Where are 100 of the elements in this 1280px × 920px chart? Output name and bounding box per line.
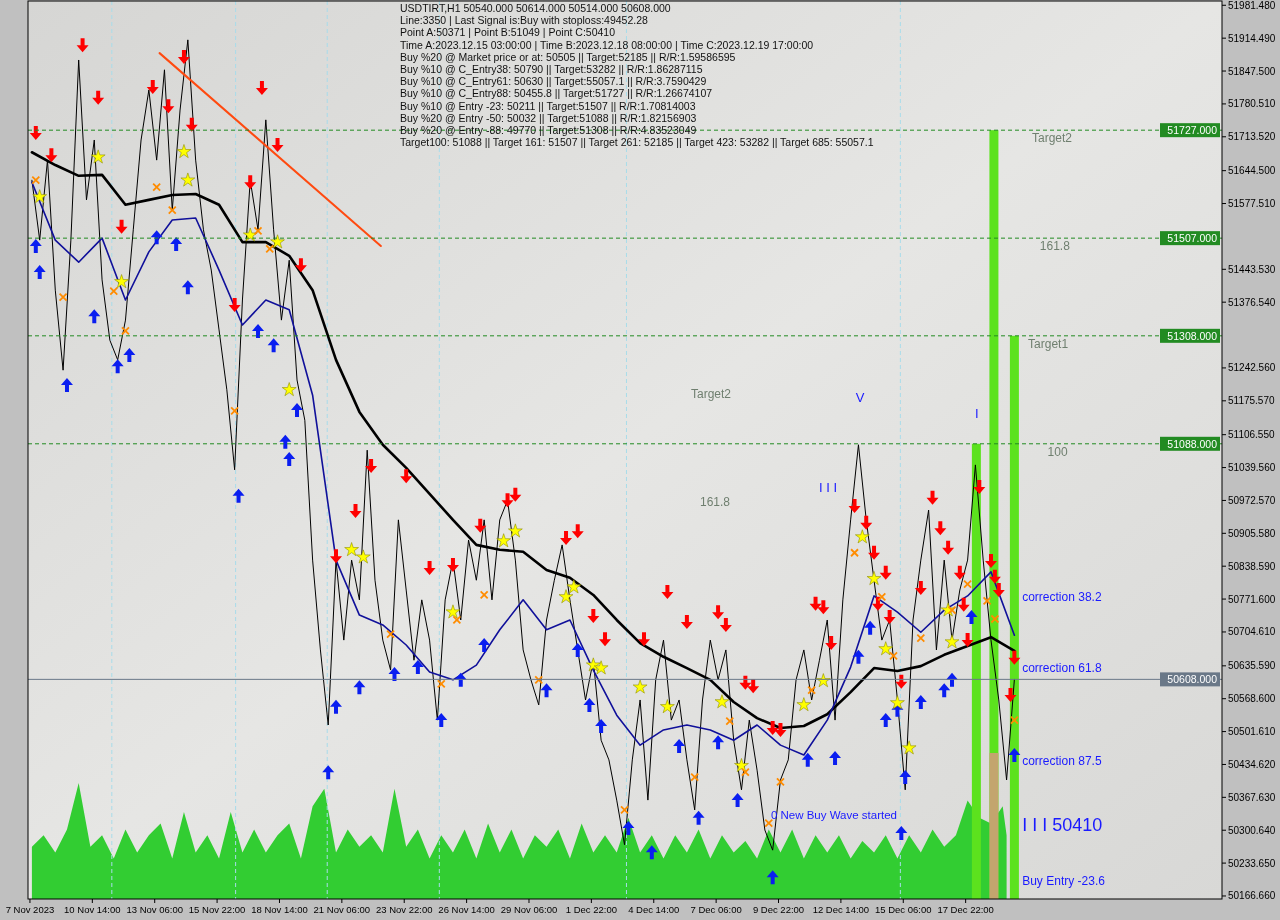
point: [92, 90, 105, 105]
point: [883, 610, 896, 625]
point: [764, 818, 774, 828]
point: [895, 825, 908, 840]
y-tick-label: 51175.570: [1228, 395, 1275, 407]
point: [731, 793, 744, 808]
point: [973, 479, 986, 494]
annotation: I I I 50410: [1022, 815, 1103, 836]
point: [540, 683, 553, 698]
y-tick-label: 51039.560: [1228, 462, 1276, 474]
point: [747, 679, 760, 694]
point: [586, 657, 601, 672]
point: [109, 286, 119, 296]
annotation: Buy %20 @ Entry -50: 50032 || Target:51088 || R/R:1.82156903: [400, 111, 697, 124]
point: [965, 610, 978, 625]
x-tick-label: 12 Dec 14:00: [812, 904, 870, 915]
annotation: Buy %10 @ C_Entry61: 50630 || Target:55057.1 || R/R:3.7590429: [400, 75, 707, 88]
point: [817, 600, 830, 615]
point: [365, 458, 378, 473]
x-tick-label: 26 Nov 14:00: [438, 904, 495, 915]
point: [244, 175, 257, 190]
y-tick-label: 50771.600: [1228, 593, 1276, 605]
point: [230, 406, 240, 416]
point: [114, 274, 129, 289]
point: [322, 765, 335, 780]
ref-line-label: 51727.000: [1167, 124, 1218, 137]
point: [961, 633, 974, 648]
point: [801, 752, 814, 767]
y-tick-label: 50905.580: [1228, 527, 1276, 539]
point: [934, 521, 947, 536]
annotation: Buy %10 @ C_Entry38: 50790 || Target:53282 || R/R:1.86287115: [400, 63, 703, 75]
annotation: Buy %10 @ Entry -23: 50211 || Target:51507 || R/R:1.70814003: [400, 99, 696, 112]
point: [982, 596, 992, 606]
point: [176, 144, 192, 158]
y-tick-label: 50501.610: [1228, 726, 1276, 738]
x-tick-label: 18 Nov 14:00: [251, 904, 308, 915]
point: [356, 549, 371, 564]
point: [766, 870, 779, 885]
point: [1008, 747, 1021, 762]
x-tick-label: 15 Dec 06:00: [875, 904, 932, 915]
point: [60, 377, 73, 392]
point: [829, 750, 842, 765]
point: [868, 545, 881, 560]
x-tick-label: 7 Nov 2023: [5, 904, 55, 915]
point: [177, 50, 190, 65]
point: [571, 642, 584, 657]
point: [270, 234, 285, 249]
annotation: correction 61.8: [1022, 660, 1102, 675]
y-tick-label: 51780.510: [1228, 98, 1276, 110]
annotation: Line:3350 | Last Signal is:Buy with stoploss:49452.28: [400, 14, 649, 27]
point: [766, 720, 779, 735]
point: [294, 258, 307, 273]
point: [29, 126, 42, 141]
x-tick-label: 15 Nov 22:00: [188, 904, 246, 915]
y-tick-label: 50972.570: [1228, 494, 1276, 506]
point: [622, 821, 635, 836]
annotation: Target100: 51088 || Target 161: 51507 || Target 261: 52185 || Target 423: 53282 || Target 685: 55057.1: [400, 136, 874, 149]
annotation: correction 38.2: [1022, 589, 1102, 604]
annotation: Point A:50371 | Point B:51049 | Point C:50410: [400, 26, 616, 39]
point: [796, 697, 812, 712]
y-tick-label: 50300.640: [1228, 824, 1276, 836]
point: [560, 531, 573, 546]
point: [809, 596, 822, 611]
y-tick-label: 51713.520: [1228, 131, 1276, 143]
point: [673, 739, 686, 754]
point: [879, 713, 892, 728]
y-tick-label: 51376.540: [1228, 296, 1276, 308]
point: [479, 590, 489, 600]
point: [914, 694, 927, 709]
point: [620, 805, 629, 815]
point: [123, 347, 136, 362]
point: [170, 237, 183, 252]
point: [734, 758, 749, 772]
point: [349, 504, 362, 519]
point: [474, 518, 487, 533]
point: [690, 772, 700, 782]
point: [719, 617, 732, 632]
point: [725, 716, 735, 726]
point: [890, 695, 905, 710]
point: [386, 629, 395, 639]
point: [985, 554, 997, 569]
point: [291, 402, 304, 417]
point: [714, 694, 730, 709]
point: [162, 99, 175, 114]
point: [330, 549, 342, 564]
point: [895, 674, 908, 689]
y-tick-label: 51847.500: [1228, 65, 1276, 77]
y-tick-label: 51644.500: [1228, 165, 1276, 177]
point: [185, 117, 198, 132]
point: [283, 452, 296, 467]
point: [496, 533, 511, 548]
point: [942, 540, 955, 555]
x-tick-label: 13 Nov 06:00: [126, 904, 183, 915]
point: [534, 675, 544, 685]
annotation: 161.8: [1039, 238, 1071, 253]
point: [228, 297, 241, 312]
point: [889, 651, 898, 661]
point: [435, 713, 448, 728]
point: [146, 79, 159, 94]
y-tick-label: 50434.620: [1228, 758, 1276, 770]
